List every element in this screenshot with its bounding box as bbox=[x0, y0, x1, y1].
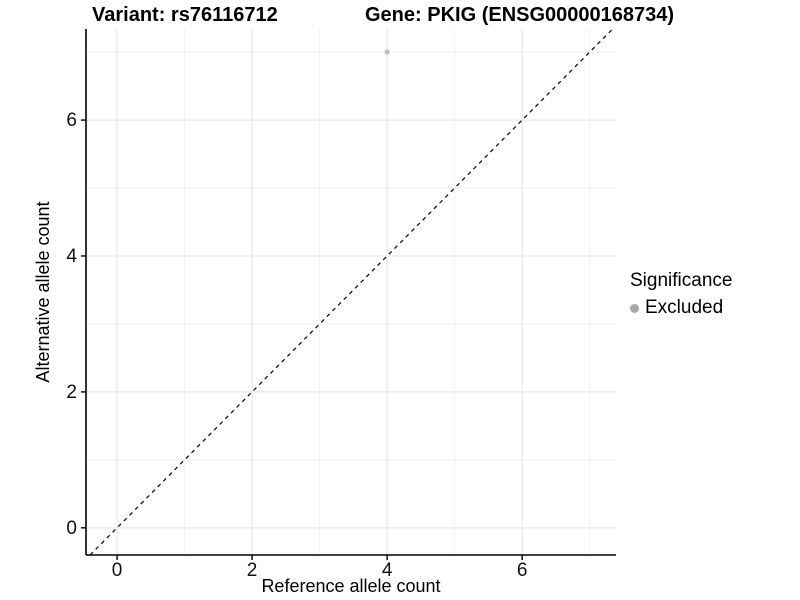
legend-item-excluded: Excluded bbox=[630, 297, 732, 319]
x-tick-label: 4 bbox=[382, 560, 393, 581]
plot-title-variant: Variant: rs76116712 bbox=[92, 4, 278, 26]
x-tick-label: 0 bbox=[112, 560, 123, 581]
x-axis-title: Reference allele count bbox=[261, 576, 441, 596]
x-tick-label: 6 bbox=[517, 560, 528, 581]
y-axis-title: Alternative allele count bbox=[33, 201, 53, 383]
legend-title: Significance bbox=[630, 270, 733, 291]
y-tick-label: 2 bbox=[66, 382, 77, 403]
legend: Significance Excluded bbox=[630, 270, 732, 319]
identity-line bbox=[89, 28, 614, 556]
excluded-point-icon bbox=[630, 303, 639, 313]
y-tick-label: 6 bbox=[66, 110, 77, 131]
legend-item-label: Excluded bbox=[645, 297, 724, 318]
x-tick-label: 2 bbox=[247, 560, 258, 581]
y-tick-label: 0 bbox=[66, 518, 77, 539]
data-point-excluded bbox=[384, 49, 390, 55]
plot-title-gene: Gene: PKIG (ENSG00000168734) bbox=[365, 4, 675, 26]
y-tick-label: 4 bbox=[66, 246, 77, 267]
